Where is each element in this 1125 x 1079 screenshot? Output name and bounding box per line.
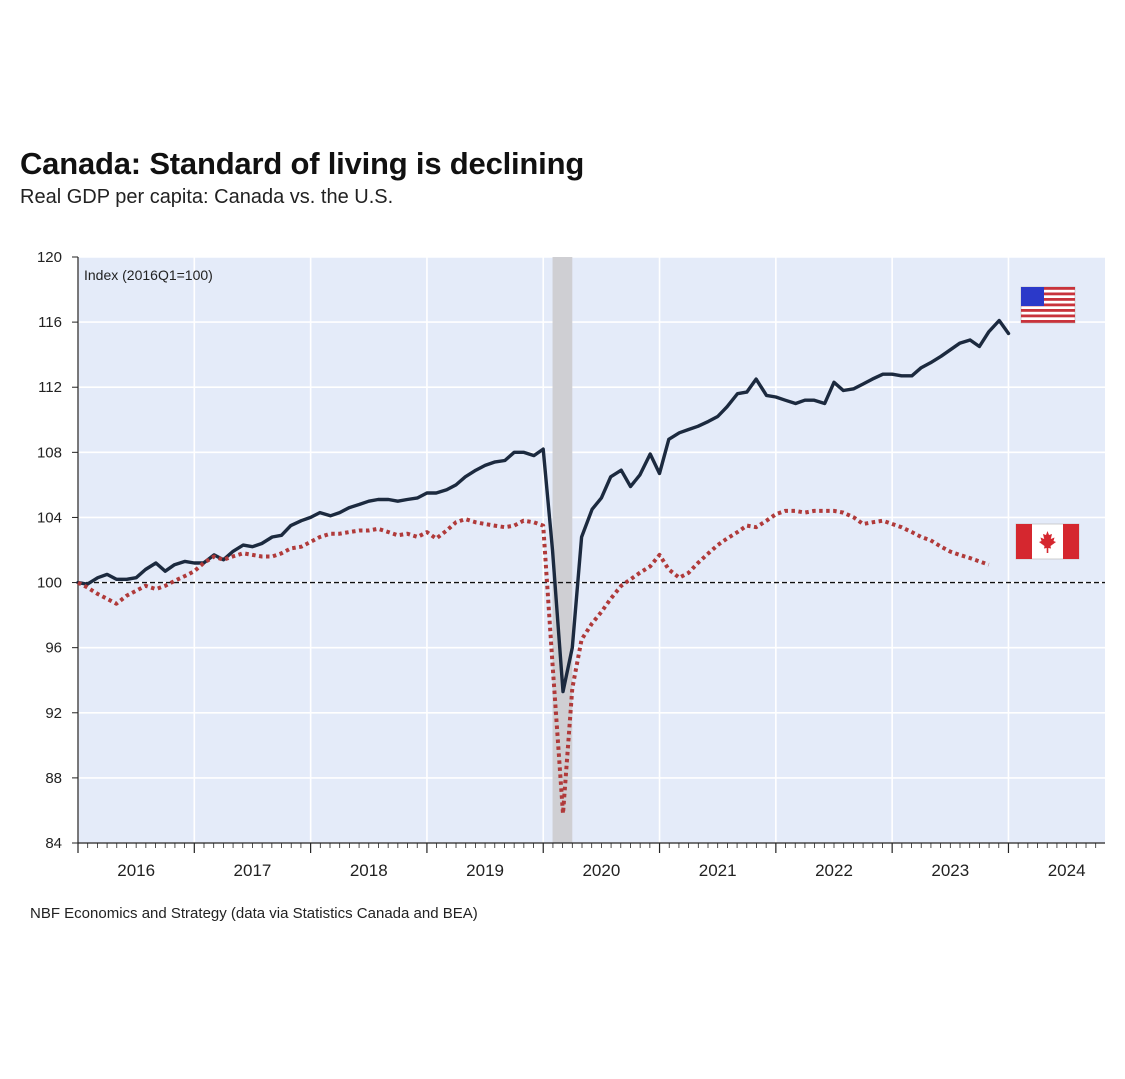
y-tick-label: 120 (37, 249, 62, 266)
y-axis: 84 88 92 96 100 104 108 112 116 120 (37, 249, 78, 852)
series-layer (76, 318, 1011, 816)
us-flag-icon (1020, 286, 1076, 324)
canada-flag-icon (1015, 523, 1080, 560)
source-note: NBF Economics and Strategy (data via Sta… (30, 905, 478, 922)
y-tick-label: 100 (37, 575, 62, 592)
y-tick-label: 96 (45, 640, 62, 657)
x-tick-label: 2016 (117, 861, 155, 880)
series-line-u-s (76, 318, 1011, 694)
plot-area (78, 257, 1105, 843)
x-tick-label: 2024 (1048, 861, 1086, 880)
y-tick-label: 104 (37, 509, 62, 526)
x-tick-label: 2021 (699, 861, 737, 880)
gridlines (77, 256, 1105, 844)
recession-shade (552, 257, 573, 843)
y-tick-label: 116 (38, 314, 62, 331)
x-tick-label: 2019 (466, 861, 504, 880)
y-tick-label: 84 (45, 835, 62, 852)
y-axis-label: Index (2016Q1=100) (84, 267, 213, 283)
x-tick-label: 2020 (582, 861, 620, 880)
chart-subtitle: Real GDP per capita: Canada vs. the U.S. (20, 186, 394, 208)
y-tick-label: 108 (37, 444, 62, 461)
x-tick-label: 2022 (815, 861, 853, 880)
x-axis: 2016 2017 2018 2019 2020 2021 2022 2023 2024 (77, 843, 1097, 880)
y-tick-label: 88 (45, 770, 62, 787)
x-tick-label: 2018 (350, 861, 388, 880)
y-tick-label: 92 (45, 705, 62, 722)
y-tick-label: 112 (38, 379, 62, 396)
chart-title: Canada: Standard of living is declining (20, 146, 585, 181)
x-tick-label: 2017 (234, 861, 272, 880)
x-tick-label: 2023 (931, 861, 969, 880)
